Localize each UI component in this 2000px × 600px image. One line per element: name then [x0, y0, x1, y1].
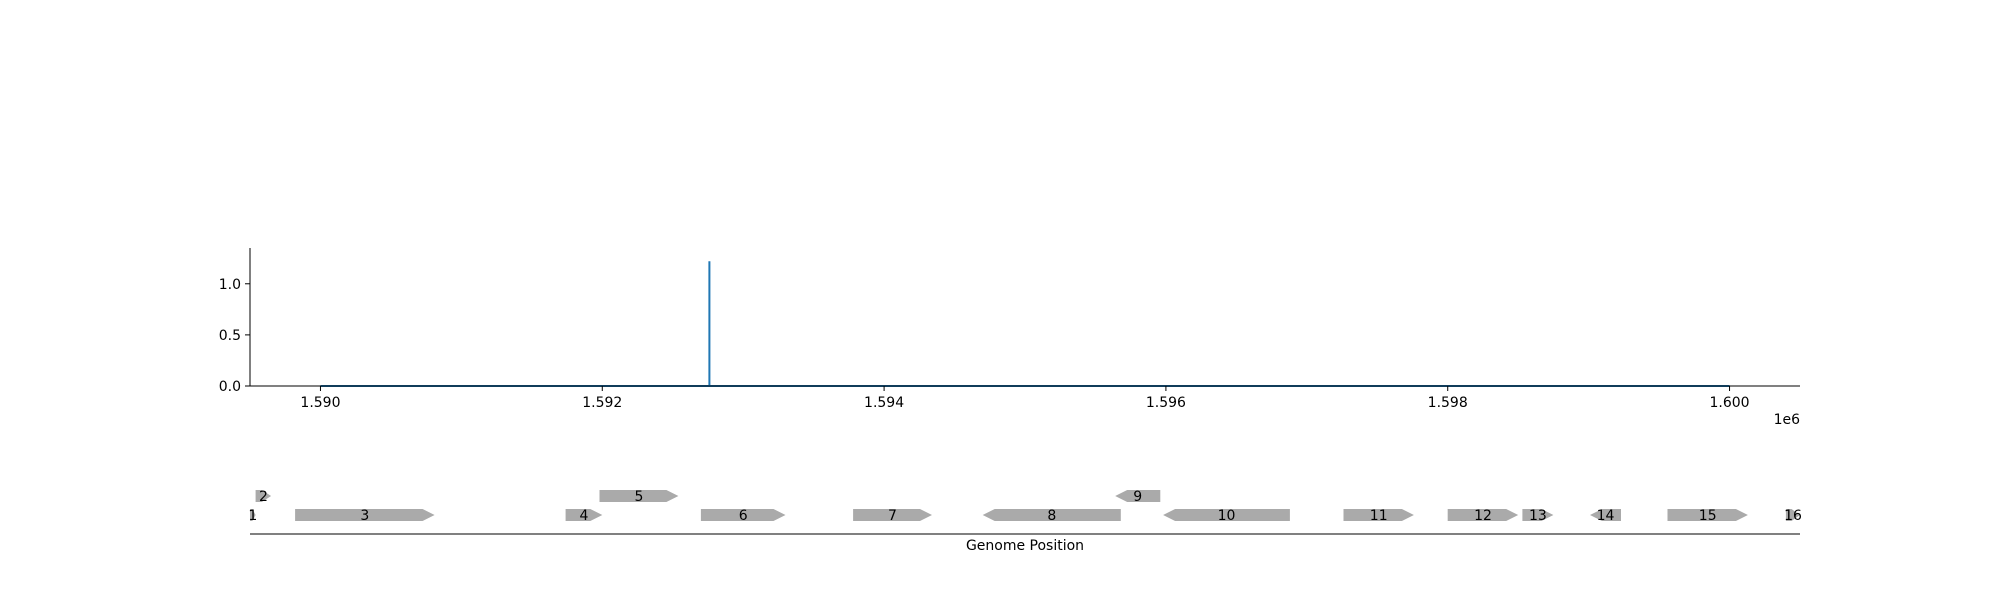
gene-feature-10 — [1163, 509, 1290, 521]
gene-label-1: 1 — [248, 508, 257, 524]
gene-label-16: 16 — [1784, 508, 1802, 524]
gene-label-13: 13 — [1529, 508, 1547, 524]
gene-feature-13 — [1522, 509, 1554, 521]
x-offset-label: 1e6 — [1774, 412, 1801, 428]
gene-label-5: 5 — [634, 489, 643, 505]
gene-label-10: 10 — [1218, 508, 1236, 524]
gene-feature-11 — [1343, 509, 1414, 521]
gene-feature-14 — [1590, 509, 1621, 521]
gene-label-9: 9 — [1133, 489, 1142, 505]
gene-feature-9 — [1115, 490, 1161, 502]
gene-feature-1 — [250, 509, 256, 521]
x-tick-label: 1.590 — [300, 395, 340, 411]
gene-feature-6 — [700, 509, 786, 521]
gene-label-6: 6 — [739, 508, 748, 524]
gene-label-11: 11 — [1370, 508, 1388, 524]
gene-feature-5 — [599, 490, 679, 502]
gene-label-8: 8 — [1047, 508, 1056, 524]
x-tick-label: 1.596 — [1146, 395, 1186, 411]
x-tick-label: 1.600 — [1709, 395, 1749, 411]
gene-feature-12 — [1447, 509, 1519, 521]
gene-feature-15 — [1667, 509, 1748, 521]
gene-label-14: 14 — [1597, 508, 1615, 524]
gene-feature-16 — [1785, 509, 1800, 521]
gene-feature-8 — [982, 509, 1121, 521]
gene-label-15: 15 — [1699, 508, 1717, 524]
x-tick-label: 1.594 — [864, 395, 904, 411]
x-axis-ticks: 1.590 1.592 1.594 1.596 1.598 1.600 — [300, 386, 1750, 411]
track-xlabel: Genome Position — [966, 538, 1084, 554]
gene-feature-3 — [295, 509, 435, 521]
y-axis-ticks: 0.0 0.5 1.0 — [219, 277, 250, 395]
x-tick-label: 1.598 — [1428, 395, 1468, 411]
gene-label-3: 3 — [360, 508, 369, 524]
y-tick-label: 0.0 — [219, 379, 241, 395]
gene-feature-7 — [853, 509, 932, 521]
gene-label-2: 2 — [259, 489, 268, 505]
gene-label-12: 12 — [1474, 508, 1492, 524]
y-tick-label: 1.0 — [219, 277, 241, 293]
gene-feature-2 — [255, 490, 272, 502]
x-tick-label: 1.592 — [582, 395, 622, 411]
gene-label-7: 7 — [888, 508, 897, 524]
y-tick-label: 0.5 — [219, 328, 241, 344]
coverage-plot: 1.590 1.592 1.594 1.596 1.598 1.600 0.0 0.5 1.0… — [219, 248, 1800, 428]
gene-label-4: 4 — [580, 508, 589, 524]
gene-feature-4 — [565, 509, 603, 521]
